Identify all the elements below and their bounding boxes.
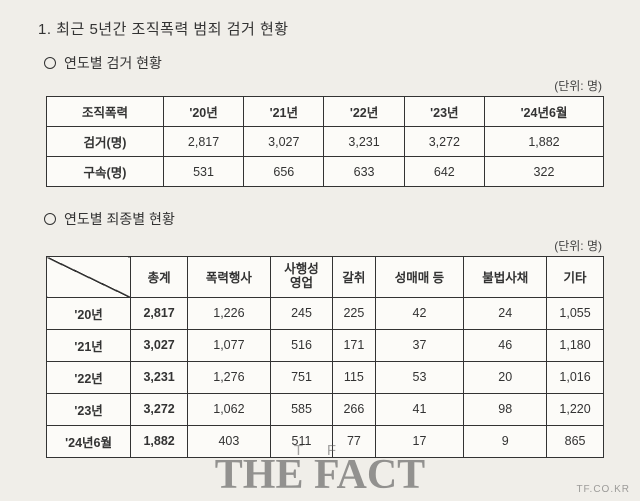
cell: 3,272 bbox=[404, 127, 484, 157]
table-row: '22년 3,231 1,276 751 115 53 20 1,016 bbox=[47, 361, 604, 393]
cell: 2,817 bbox=[163, 127, 243, 157]
cell: 516 bbox=[270, 329, 333, 361]
cell: 1,220 bbox=[547, 393, 604, 425]
table-row: 검거(명) 2,817 3,027 3,231 3,272 1,882 bbox=[47, 127, 604, 157]
cell: 2,817 bbox=[131, 297, 188, 329]
bullet-icon bbox=[44, 213, 56, 225]
cell: 531 bbox=[163, 157, 243, 187]
cell: 1,062 bbox=[188, 393, 271, 425]
row-label: '21년 bbox=[47, 329, 131, 361]
cell: 3,231 bbox=[324, 127, 404, 157]
row-label: 구속(명) bbox=[47, 157, 164, 187]
cell: 3,027 bbox=[131, 329, 188, 361]
table-row: 총계 폭력행사 사행성 영업 갈취 성매매 등 불법사채 기타 bbox=[47, 257, 604, 298]
cell: 403 bbox=[188, 425, 271, 457]
cell: 1,882 bbox=[131, 425, 188, 457]
cell: 585 bbox=[270, 393, 333, 425]
cell: 245 bbox=[270, 297, 333, 329]
cell: 865 bbox=[547, 425, 604, 457]
watermark-thefact: THE FACT bbox=[0, 457, 640, 495]
col-header: 갈취 bbox=[333, 257, 375, 298]
cell: 3,231 bbox=[131, 361, 188, 393]
cell: 511 bbox=[270, 425, 333, 457]
row-label: '24년6월 bbox=[47, 425, 131, 457]
col-header: '24년6월 bbox=[484, 97, 603, 127]
table-row: 구속(명) 531 656 633 642 322 bbox=[47, 157, 604, 187]
section2-heading-row: 연도별 죄종별 현황 bbox=[44, 209, 612, 229]
cell: 37 bbox=[375, 329, 464, 361]
col-header-diag bbox=[47, 257, 131, 298]
bullet-icon bbox=[44, 57, 56, 69]
cell: 1,180 bbox=[547, 329, 604, 361]
table-row: 조직폭력 '20년 '21년 '22년 '23년 '24년6월 bbox=[47, 97, 604, 127]
row-label: '20년 bbox=[47, 297, 131, 329]
cell: 24 bbox=[464, 297, 547, 329]
table-row: '21년 3,027 1,077 516 171 37 46 1,180 bbox=[47, 329, 604, 361]
table-crime-type-by-year: 총계 폭력행사 사행성 영업 갈취 성매매 등 불법사채 기타 '20년 2,8… bbox=[46, 256, 604, 458]
cell: 20 bbox=[464, 361, 547, 393]
cell: 41 bbox=[375, 393, 464, 425]
cell: 53 bbox=[375, 361, 464, 393]
col-header: 사행성 영업 bbox=[270, 257, 333, 298]
cell: 115 bbox=[333, 361, 375, 393]
cell: 751 bbox=[270, 361, 333, 393]
cell: 9 bbox=[464, 425, 547, 457]
section1-heading-row: 연도별 검거 현황 bbox=[44, 53, 612, 73]
cell: 642 bbox=[404, 157, 484, 187]
row-label: 검거(명) bbox=[47, 127, 164, 157]
section1-unit: (단위: 명) bbox=[38, 77, 602, 94]
cell: 1,055 bbox=[547, 297, 604, 329]
col-header: 성매매 등 bbox=[375, 257, 464, 298]
cell: 1,016 bbox=[547, 361, 604, 393]
row-label: '23년 bbox=[47, 393, 131, 425]
cell: 3,272 bbox=[131, 393, 188, 425]
col-header: 기타 bbox=[547, 257, 604, 298]
cell: 42 bbox=[375, 297, 464, 329]
section2-unit: (단위: 명) bbox=[38, 237, 602, 254]
cell: 1,882 bbox=[484, 127, 603, 157]
cell: 1,226 bbox=[188, 297, 271, 329]
col-header: 폭력행사 bbox=[188, 257, 271, 298]
col-header: '21년 bbox=[244, 97, 324, 127]
cell: 17 bbox=[375, 425, 464, 457]
col-header: '22년 bbox=[324, 97, 404, 127]
main-title: 1. 최근 5년간 조직폭력 범죄 검거 현황 bbox=[38, 18, 612, 39]
col-header: 총계 bbox=[131, 257, 188, 298]
cell: 1,276 bbox=[188, 361, 271, 393]
cell: 1,077 bbox=[188, 329, 271, 361]
document-page: 1. 최근 5년간 조직폭력 범죄 검거 현황 연도별 검거 현황 (단위: 명… bbox=[0, 0, 640, 458]
cell: 77 bbox=[333, 425, 375, 457]
col-header: '20년 bbox=[163, 97, 243, 127]
row-label: '22년 bbox=[47, 361, 131, 393]
cell: 46 bbox=[464, 329, 547, 361]
cell: 98 bbox=[464, 393, 547, 425]
table-row: '24년6월 1,882 403 511 77 17 9 865 bbox=[47, 425, 604, 457]
col-header: 불법사채 bbox=[464, 257, 547, 298]
watermark-corner: TF.CO.KR bbox=[576, 484, 630, 495]
cell: 656 bbox=[244, 157, 324, 187]
section1-heading: 연도별 검거 현황 bbox=[64, 53, 162, 73]
col-header: 조직폭력 bbox=[47, 97, 164, 127]
cell: 225 bbox=[333, 297, 375, 329]
cell: 633 bbox=[324, 157, 404, 187]
cell: 3,027 bbox=[244, 127, 324, 157]
cell: 322 bbox=[484, 157, 603, 187]
table-arrests-by-year: 조직폭력 '20년 '21년 '22년 '23년 '24년6월 검거(명) 2,… bbox=[46, 96, 604, 187]
section2-heading: 연도별 죄종별 현황 bbox=[64, 209, 175, 229]
cell: 171 bbox=[333, 329, 375, 361]
table-row: '20년 2,817 1,226 245 225 42 24 1,055 bbox=[47, 297, 604, 329]
table-row: '23년 3,272 1,062 585 266 41 98 1,220 bbox=[47, 393, 604, 425]
col-header: '23년 bbox=[404, 97, 484, 127]
cell: 266 bbox=[333, 393, 375, 425]
